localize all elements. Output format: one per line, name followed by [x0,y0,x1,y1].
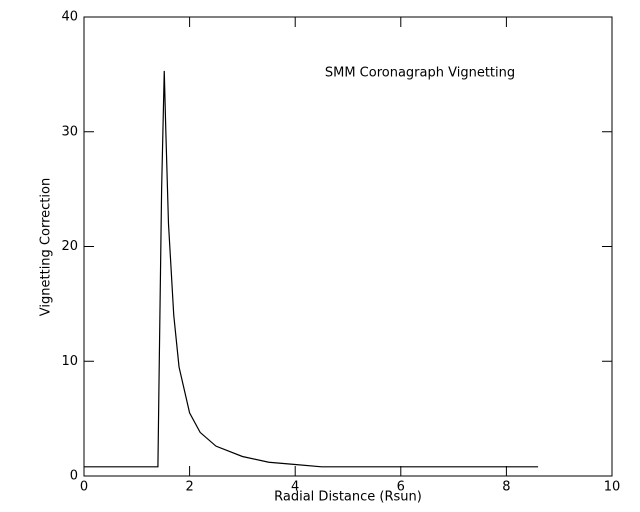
x-tick-label: 10 [604,480,621,495]
plot-frame [83,16,613,477]
y-tick-label: 30 [61,124,78,139]
y-tick-label: 0 [70,469,78,484]
y-axis-label: Vignetting Correction [39,178,54,316]
x-tick-label: 8 [502,480,510,495]
x-tick-label: 6 [397,480,405,495]
annotation: SMM Coronagraph Vignetting [325,66,515,81]
x-tick-label: 0 [80,480,88,495]
data-line [84,70,539,468]
y-tick-label: 40 [61,10,78,25]
x-axis-label: Radial Distance (Rsun) [274,490,422,505]
x-tick-label: 4 [291,480,299,495]
x-tick-label: 2 [185,480,193,495]
y-tick-label: 20 [61,239,78,254]
y-tick-label: 10 [61,354,78,369]
